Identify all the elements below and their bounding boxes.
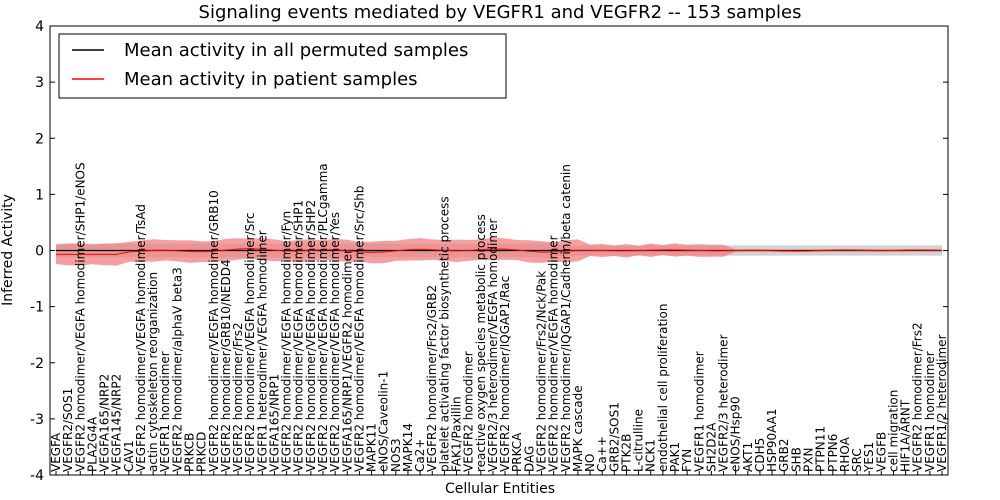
y-tick-label: 0	[35, 244, 44, 260]
x-tick-label: GRB2	[777, 438, 791, 472]
x-tick-label: VEGFR2 homodimer/VEGFA homodimer/Src	[243, 212, 257, 472]
x-tick-label: VEGFA	[49, 432, 63, 472]
x-tick-label: MAPK cascade	[571, 385, 585, 472]
x-tick-label: VEGFA165/NRP2	[98, 374, 112, 472]
x-tick-label: VEGFR2/3 heterodimer/VEGFA homodimer	[486, 219, 500, 472]
x-axis-label: Cellular Entities	[445, 481, 555, 497]
y-tick-label: -3	[30, 412, 44, 428]
x-tick-label: NCK1	[644, 439, 658, 472]
x-tick-label: HIF1A/ARNT	[899, 399, 913, 472]
y-tick-label: 3	[35, 75, 44, 91]
x-tick-label: VEGFR2 homodimer/alphaV beta3	[170, 267, 184, 472]
y-tick-label: -1	[30, 300, 44, 316]
x-tick-label: NOS3	[389, 438, 403, 472]
x-tick-label: MAPK11	[365, 423, 379, 472]
x-tick-label: YES1	[862, 442, 876, 473]
x-tick-label: SH2D2A	[704, 422, 718, 472]
legend-label-permuted: Mean activity in all permuted samples	[124, 40, 468, 61]
x-tick-label: VEGFR2 homodimer/VEGFA homodimer/TsAd	[134, 204, 148, 472]
x-tick-label: PRKCD	[195, 432, 209, 472]
x-tick-label: Ca2+	[413, 439, 427, 472]
x-tick-label: VEGFR1 heterodimer/VEGFA homodimer	[255, 230, 269, 472]
y-tick-label: -2	[30, 356, 44, 372]
x-tick-label: VEGFR2/SOS1	[61, 388, 75, 472]
legend: Mean activity in all permuted samples Me…	[58, 33, 507, 99]
x-tick-label: VEGFR2 homodimer/Frs2/Nck/Pak	[534, 271, 548, 472]
x-tick-label: VEGFR2 homodimer/VEGFA homodimer/SHP2	[304, 200, 318, 472]
y-tick-label: 4	[35, 19, 44, 35]
x-tick-label: VEGFB	[874, 432, 888, 472]
x-tick-label: SHB	[789, 447, 803, 472]
x-tick-label: VEGFR2 homodimer/Frs2	[231, 322, 245, 472]
x-tick-label: Ca++	[595, 436, 609, 472]
x-tick-label: VEGFR2 homodimer/VEGFA homodimer/SHP1/eN…	[73, 162, 87, 472]
x-tick-label: CDH5	[753, 438, 767, 472]
line-patient	[56, 248, 943, 255]
x-tick-label: PTPN6	[826, 434, 840, 472]
x-tick-label: VEGFR2 homodimer/VEGFA homodimer/Yes	[328, 212, 342, 472]
legend-box	[58, 33, 507, 99]
x-tick-label: eNOS/Hsp90	[729, 396, 743, 472]
x-tick-label: VEGFR1/2 heterodimer	[935, 334, 949, 472]
x-tick-label: FAK1/Paxillin	[450, 396, 464, 472]
x-tick-label: platelet activating factor biosynthetic …	[437, 196, 451, 472]
x-tick-label: VEGFA165/NRP1/VEGFR2 homodimer	[340, 249, 354, 472]
x-tick-label: PAK1	[668, 442, 682, 472]
x-tick-label: CAV1	[122, 440, 136, 472]
y-tick-label: 2	[35, 131, 44, 147]
x-tick-label: VEGFR2 homodimer/VEGFA homodimer/PLCgamm…	[316, 163, 330, 472]
x-tick-label: FYN	[680, 449, 694, 472]
x-tick-label: L-citrulline	[632, 409, 646, 472]
x-tick-label: VEGFR2 homodimer/VEGFA homodimer/GRB10	[207, 190, 221, 472]
x-tick-label: VEGFR2 homodimer/VEGFA homodimer/SHP1	[292, 200, 306, 472]
x-tick-label: reactive oxygen species metabolic proces…	[474, 214, 488, 472]
x-tick-label: PXN	[801, 448, 815, 472]
y-tick-label: 1	[35, 187, 44, 203]
x-tick-label: actin cytoskeleton reorganization	[146, 272, 160, 472]
x-tick-label: VEGFR2/3 heterodimer	[717, 334, 731, 472]
x-tick-label: PRKCA	[510, 432, 524, 472]
x-tick-label: AKT1	[741, 442, 755, 472]
x-tick-label: VEGFA165/NRP1	[267, 374, 281, 472]
x-tick-label: VEGFA145/NRP2	[110, 374, 124, 472]
chart-title: Signaling events mediated by VEGFR1 and …	[199, 2, 802, 23]
x-tick-label: VEGFR2 homodimer/Frs2	[911, 322, 925, 472]
x-tick-label: VEGFR2 homodimer/GRB10/NEDD4	[219, 259, 233, 472]
x-tick-label: MAPK14	[401, 423, 415, 472]
x-tick-label: SRC	[850, 448, 864, 472]
x-tick-label: VEGFR2 homodimer/IQGAP1/Rac	[498, 276, 512, 472]
x-tick-label: eNOS/Caveolin-1	[377, 371, 391, 472]
x-tick-label: VEGFR2 homodimer	[462, 351, 476, 472]
x-tick-label: DAG	[522, 446, 536, 472]
y-axis-label: Inferred Activity	[0, 194, 16, 306]
x-tick-label: VEGFR1 homodimer	[923, 351, 937, 472]
band-patient	[56, 237, 942, 266]
x-tick-label: VEGFR2 homodimer/VEGFA homodimer	[547, 235, 561, 472]
x-tick-label: HSP90AA1	[765, 408, 779, 472]
x-tick-label: RHOA	[838, 436, 852, 472]
x-tick-label: GRB2/SOS1	[607, 402, 621, 472]
x-tick-label: VEGFR1 homodimer	[692, 351, 706, 472]
x-tick-label: VEGFR2 homodimer/VEGFA homodimer/Fyn	[280, 211, 294, 472]
y-tick-label: -4	[30, 468, 44, 484]
x-tick-label: VEGFR2 homodimer/IQGAP1/Cadherin/beta ca…	[559, 164, 573, 472]
x-tick-label: cell migration	[886, 390, 900, 472]
x-tick-label: VEGFR2 homodimer/VEGFA homodimer/Src/Shb	[352, 186, 366, 472]
legend-label-patient: Mean activity in patient samples	[124, 69, 418, 90]
x-tick-label: VEGFR2 homodimer/Frs2/GRB2	[425, 285, 439, 472]
x-tick-label: PTPN11	[814, 426, 828, 472]
x-tick-label: PLA2G4A	[85, 416, 99, 472]
x-tick-label: PRKCB	[183, 433, 197, 472]
x-tick-label: PTK2B	[619, 434, 633, 472]
x-tick-label: VEGFR1 homodimer	[158, 351, 172, 472]
x-tick-label: NO	[583, 454, 597, 472]
x-tick-label: endothelial cell proliferation	[656, 304, 670, 472]
